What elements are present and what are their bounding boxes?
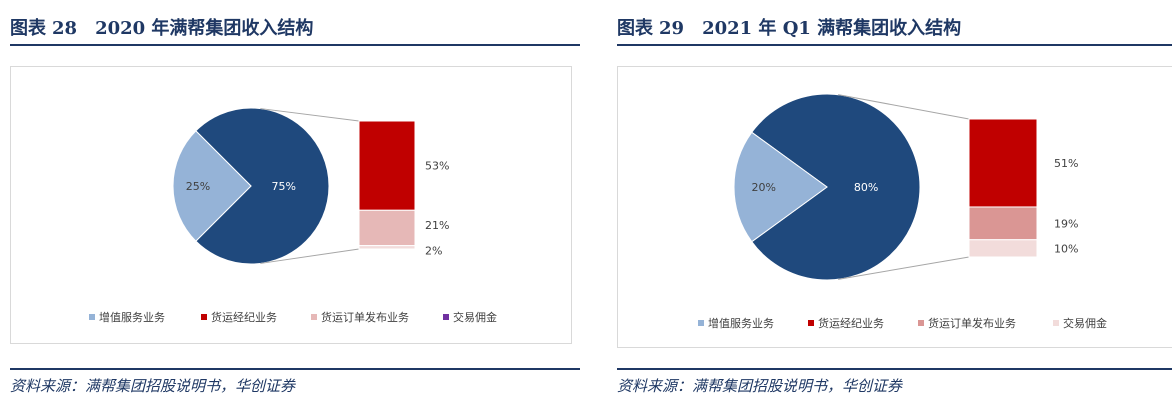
title-rule <box>10 44 580 46</box>
legend-commission-swatch <box>443 314 449 320</box>
bar-label-brokerage: 51% <box>1054 157 1078 170</box>
legend-listing-swatch <box>918 320 924 326</box>
legend-commission-swatch <box>1053 320 1059 326</box>
chart-container: 20% 80% 51% 19% 10% 增值服务业务 货运经纪业务 货运订单发布业务 交易佣金 <box>617 66 1172 348</box>
pie-slice-value-added <box>733 131 828 243</box>
connector-line-top <box>838 94 970 120</box>
figure-title-prefix: 图表 <box>10 18 46 39</box>
figure-29: 图表 29 2021 年 Q1 满帮集团收入结构 20% 80% 51% 19% 10% 增值… <box>607 0 1172 412</box>
legend-commission-label: 交易佣金 <box>1063 316 1107 330</box>
connector-line-bottom <box>838 256 970 280</box>
bar-label-commission: 10% <box>1054 242 1078 255</box>
connector-line-bottom <box>260 248 360 264</box>
bar-of-pie-chart: 25% 75% 53% 21% 2% 增值服务业务 货运经纪业务 货运订单发布业务 交易佣金 <box>89 107 497 324</box>
legend-listing-swatch <box>311 314 317 320</box>
pie-label-major: 75% <box>272 180 296 193</box>
figure-number: 29 <box>659 18 685 39</box>
bar-segment-listing <box>358 209 416 247</box>
pie-slice-value-added <box>172 130 252 242</box>
pie-label-value-added: 20% <box>752 181 776 194</box>
figure-28: 图表 28 2020 年满帮集团收入结构 25% 75% 53% 21% 2% 增值服务业务 货… <box>0 0 580 412</box>
legend-commission-label: 交易佣金 <box>453 310 497 324</box>
legend-listing-label: 货运订单发布业务 <box>321 310 409 324</box>
figure-number: 28 <box>52 18 78 39</box>
source-note: 资料来源：满帮集团招股说明书，华创证券 <box>10 377 296 395</box>
legend-value-added-swatch <box>698 320 704 326</box>
legend-brokerage-label: 货运经纪业务 <box>818 316 884 330</box>
pie-slice-major <box>195 107 330 265</box>
bar-label-commission: 2% <box>425 244 442 257</box>
chart-container: 25% 75% 53% 21% 2% 增值服务业务 货运经纪业务 货运订单发布业务 交易佣金 <box>10 66 572 344</box>
figure-title: 图表 28 2020 年满帮集团收入结构 <box>10 14 580 40</box>
legend-value-added-label: 增值服务业务 <box>708 316 774 330</box>
legend-brokerage-swatch <box>808 320 814 326</box>
pie-label-major: 80% <box>854 181 878 194</box>
pie-slice-major <box>751 93 921 281</box>
title-rule <box>617 44 1172 46</box>
figure-title-prefix: 图表 <box>617 18 653 39</box>
bar-segment-commission <box>968 239 1038 258</box>
figure-title-text: 2021 年 Q1 满帮集团收入结构 <box>702 18 962 39</box>
legend-brokerage-swatch <box>201 314 207 320</box>
bar-segment-brokerage <box>968 118 1038 208</box>
legend-brokerage-label: 货运经纪业务 <box>211 310 277 324</box>
bar-of-pie-chart: 20% 80% 51% 19% 10% 增值服务业务 货运经纪业务 货运订单发布业务 交易佣金 <box>698 93 1107 330</box>
figure-title: 图表 29 2021 年 Q1 满帮集团收入结构 <box>617 14 1172 40</box>
bar-segment-listing <box>968 206 1038 241</box>
bar-label-listing: 21% <box>425 219 449 232</box>
source-rule <box>617 368 1172 370</box>
bar-label-listing: 19% <box>1054 217 1078 230</box>
source-note: 资料来源：满帮集团招股说明书，华创证券 <box>617 377 903 395</box>
legend-value-added-swatch <box>89 314 95 320</box>
connector-line-top <box>260 108 360 122</box>
bar-segment-commission <box>358 245 416 250</box>
bar-segment-brokerage <box>358 120 416 211</box>
legend-value-added-label: 增值服务业务 <box>99 310 165 324</box>
legend-listing-label: 货运订单发布业务 <box>928 316 1016 330</box>
source-rule <box>10 368 580 370</box>
bar-label-brokerage: 53% <box>425 160 449 173</box>
figure-title-text: 2020 年满帮集团收入结构 <box>95 18 314 39</box>
pie-label-value-added: 25% <box>186 180 210 193</box>
